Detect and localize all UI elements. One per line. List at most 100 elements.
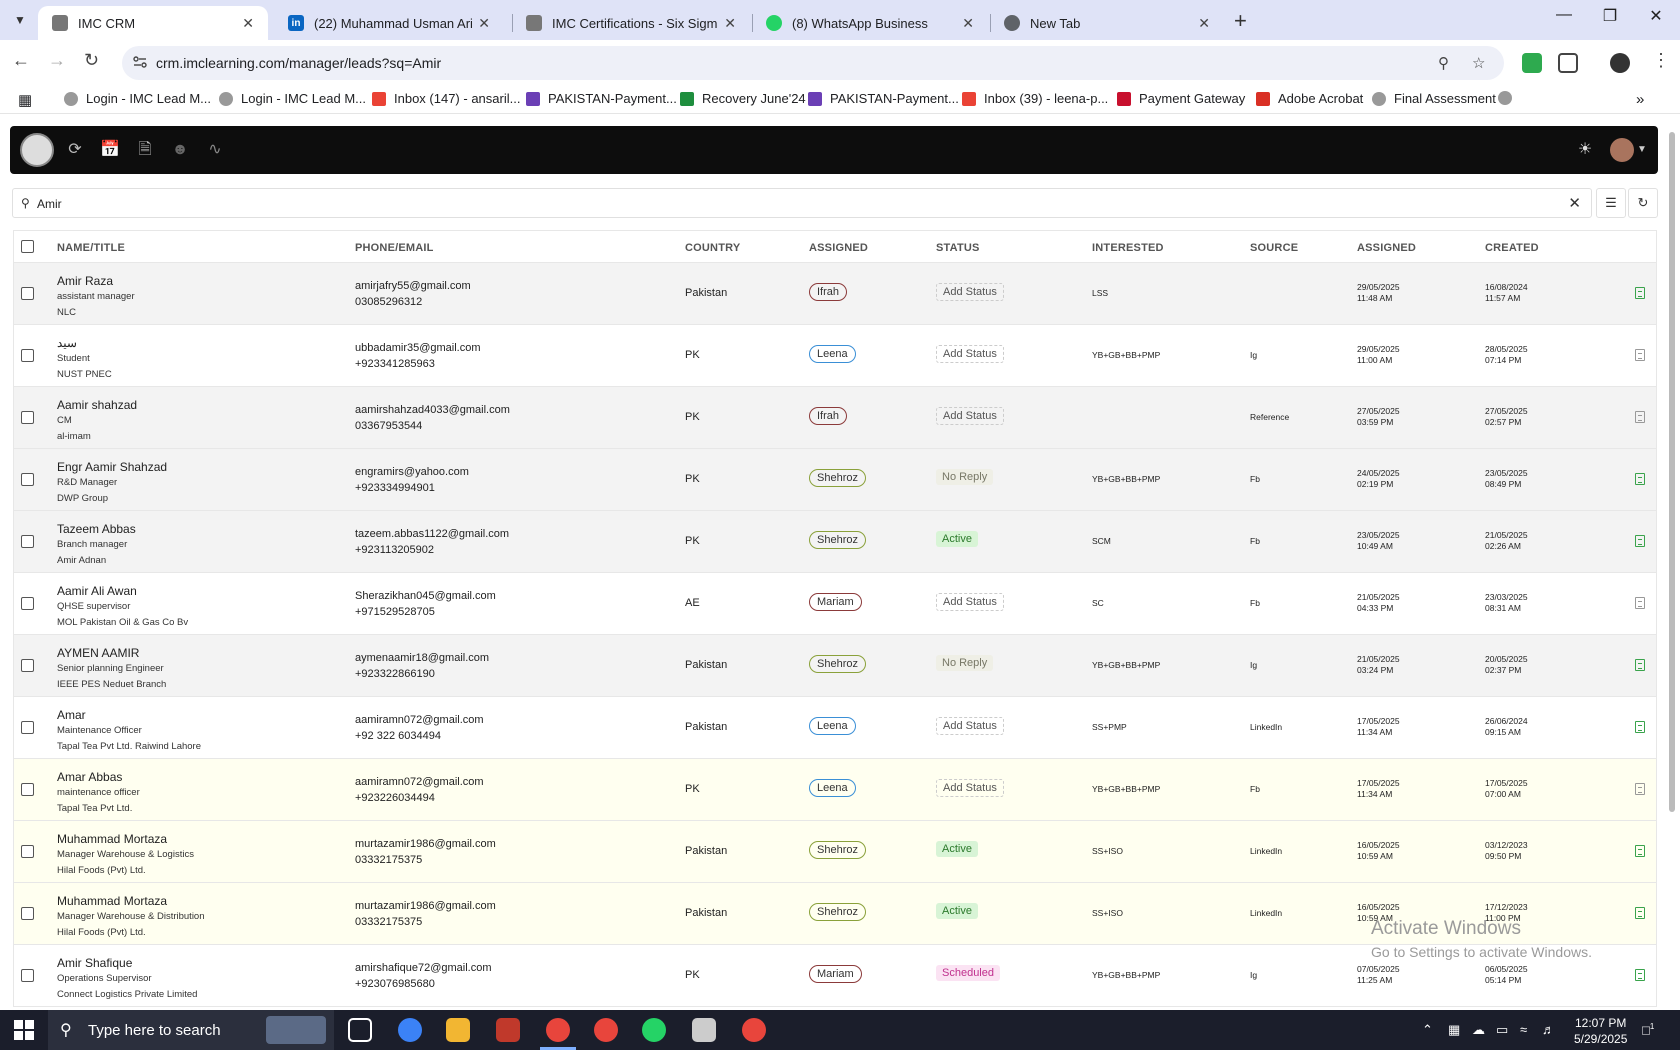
status-badge[interactable]: Add Status <box>936 593 1004 611</box>
file-icon[interactable]: 🗎 <box>138 141 152 158</box>
assigned-badge[interactable]: Ifrah <box>809 283 848 301</box>
table-row[interactable]: Muhammad Mortaza Manager Warehouse & Dist… <box>14 883 1656 945</box>
lead-phone[interactable]: +923334994901 <box>355 482 435 494</box>
taskbar-search[interactable]: ⚲ Type here to search <box>48 1010 334 1050</box>
table-row[interactable]: Amar Abbas maintenance officer Tapal Tea P… <box>14 759 1656 821</box>
lead-email[interactable]: tazeem.abbas1122@gmail.com <box>355 528 510 540</box>
lead-email[interactable]: amirshafique72@gmail.com <box>355 962 492 974</box>
close-tab-icon[interactable]: ✕ <box>478 14 490 31</box>
close-tab-icon[interactable]: ✕ <box>1198 14 1210 31</box>
forward-arrow-icon[interactable]: → <box>48 50 66 70</box>
avatar[interactable] <box>1610 138 1634 162</box>
tab-linkedin[interactable]: in (22) Muhammad Usman Arif | Li ✕ <box>274 6 504 40</box>
status-badge[interactable]: Add Status <box>936 283 1004 301</box>
assigned-badge[interactable]: Mariam <box>809 593 862 611</box>
lead-name-cell[interactable]: Amar Abbas maintenance officer Tapal Tea P… <box>57 769 140 817</box>
apps-grid-icon[interactable]: ▦ <box>18 92 33 109</box>
header-phone-email[interactable]: PHONE/EMAIL <box>355 242 434 254</box>
assigned-badge[interactable]: Shehroz <box>809 469 866 487</box>
browser-menu-icon[interactable]: ⋮ <box>1652 50 1670 70</box>
status-badge[interactable]: Add Status <box>936 779 1004 797</box>
document-icon[interactable] <box>1635 411 1645 423</box>
assigned-badge[interactable]: Leena <box>809 345 856 363</box>
lead-email[interactable]: murtazamir1986@gmail.com <box>355 900 496 912</box>
lead-phone[interactable]: +923226034494 <box>355 792 435 804</box>
lead-name[interactable]: سید <box>57 336 77 350</box>
row-checkbox[interactable] <box>21 783 34 796</box>
row-checkbox[interactable] <box>21 411 34 424</box>
status-badge[interactable]: No Reply <box>936 469 994 485</box>
refresh-sync-icon[interactable]: ⟳ <box>68 141 82 158</box>
lead-name[interactable]: Amir Shafique <box>57 956 133 970</box>
lead-email[interactable]: aamiramn072@gmail.com <box>355 714 484 726</box>
header-status[interactable]: STATUS <box>936 242 980 254</box>
tab-new-tab[interactable]: New Tab ✕ <box>990 6 1224 40</box>
activity-icon[interactable]: ∿ <box>208 141 222 158</box>
lead-email[interactable]: murtazamir1986@gmail.com <box>355 838 496 850</box>
header-created[interactable]: CREATED <box>1485 242 1539 254</box>
task-view-icon[interactable] <box>348 1018 372 1042</box>
lead-phone[interactable]: +923076985680 <box>355 978 435 990</box>
more-bookmarks-icon[interactable]: » <box>1636 91 1645 108</box>
extensions-puzzle-icon[interactable] <box>1558 53 1578 73</box>
close-window-icon[interactable]: ✕ <box>1649 8 1663 25</box>
tab-imc-certifications[interactable]: IMC Certifications - Six Sigma G ✕ <box>512 6 750 40</box>
close-tab-icon[interactable]: ✕ <box>724 14 736 31</box>
document-icon[interactable] <box>1635 969 1645 981</box>
lead-name[interactable]: Amar Abbas <box>57 770 123 784</box>
table-row[interactable]: Amar Maintenance Officer Tapal Tea Pvt Ltd… <box>14 697 1656 759</box>
page-scrollbar[interactable] <box>1664 126 1680 1006</box>
status-badge[interactable]: No Reply <box>936 655 994 671</box>
table-row[interactable]: Amir Raza assistant manager NLC amirjafry55… <box>14 263 1656 325</box>
table-row[interactable]: Engr Aamir Shahzad R&D Manager DWP Group en… <box>14 449 1656 511</box>
bookmark-item[interactable]: Recovery June'24 <box>680 91 806 106</box>
lead-name-cell[interactable]: AYMEN AAMIR Senior planning Engineer IEEE … <box>57 645 166 693</box>
back-arrow-icon[interactable]: ← <box>12 50 30 70</box>
lead-email[interactable]: aamirshahzad4033@gmail.com <box>355 404 510 416</box>
copilot-icon[interactable] <box>398 1018 422 1042</box>
row-checkbox[interactable] <box>21 287 34 300</box>
scrollbar-thumb[interactable] <box>1669 132 1675 812</box>
tab-imc-crm[interactable]: IMC CRM ✕ <box>38 6 268 40</box>
table-row[interactable]: Aamir shahzad CM al-imam aamirshahzad4033@g… <box>14 387 1656 449</box>
assigned-badge[interactable]: Mariam <box>809 965 862 983</box>
windows-start-icon[interactable] <box>14 1020 34 1040</box>
lead-email[interactable]: engramirs@yahoo.com <box>355 466 469 478</box>
lead-email[interactable]: aamiramn072@gmail.com <box>355 776 484 788</box>
assigned-badge[interactable]: Shehroz <box>809 903 866 921</box>
document-icon[interactable] <box>1635 907 1645 919</box>
clear-search-icon[interactable]: ✕ <box>1568 195 1581 212</box>
header-name-title[interactable]: NAME/TITLE <box>57 242 125 254</box>
restore-icon[interactable]: ❐ <box>1602 8 1618 25</box>
assigned-badge[interactable]: Shehroz <box>809 531 866 549</box>
row-checkbox[interactable] <box>21 597 34 610</box>
status-badge[interactable]: Active <box>936 531 978 547</box>
table-row[interactable]: Amir Shafique Operations Supervisor Connec… <box>14 945 1656 1007</box>
tray-icon[interactable]: ▦ <box>1448 1022 1461 1037</box>
refresh-button[interactable]: ↻ <box>1628 188 1658 218</box>
assigned-badge[interactable]: Shehroz <box>809 655 866 673</box>
reload-icon[interactable]: ↻ <box>84 50 100 70</box>
extension-icon[interactable] <box>1522 53 1542 73</box>
row-checkbox[interactable] <box>21 535 34 548</box>
chrome-icon[interactable] <box>594 1018 618 1042</box>
search-input[interactable]: ⚲ Amir ✕ <box>12 188 1592 218</box>
bookmark-item[interactable]: Inbox (39) - leena-p... <box>962 91 1108 106</box>
table-row[interactable]: Tazeem Abbas Branch manager Amir Adnan taze… <box>14 511 1656 573</box>
lead-name-cell[interactable]: Engr Aamir Shahzad R&D Manager DWP Group <box>57 459 167 507</box>
taskbar-clock[interactable]: 12:07 PM 5/29/2025 <box>1574 1016 1628 1046</box>
lead-name-cell[interactable]: Amir Raza assistant manager NLC <box>57 273 135 321</box>
profile-avatar-icon[interactable] <box>1610 53 1630 73</box>
lead-name[interactable]: Tazeem Abbas <box>57 522 136 536</box>
lead-name-cell[interactable]: Aamir shahzad CM al-imam <box>57 397 137 445</box>
lead-name[interactable]: Aamir shahzad <box>57 398 138 412</box>
status-badge[interactable]: Add Status <box>936 717 1004 735</box>
bookmark-item[interactable]: Login - IMC Lead M... <box>219 91 366 106</box>
row-checkbox[interactable] <box>21 349 34 362</box>
volume-icon[interactable]: ♬ <box>1542 1022 1555 1037</box>
file-explorer-icon[interactable] <box>446 1018 470 1042</box>
lead-name-cell[interactable]: Muhammad Mortaza Manager Warehouse & Logi… <box>57 831 194 879</box>
lead-phone[interactable]: 03332175375 <box>355 854 423 866</box>
tab-whatsapp[interactable]: (8) WhatsApp Business ✕ <box>752 6 988 40</box>
chevron-down-icon[interactable]: ▼ <box>1637 144 1647 155</box>
